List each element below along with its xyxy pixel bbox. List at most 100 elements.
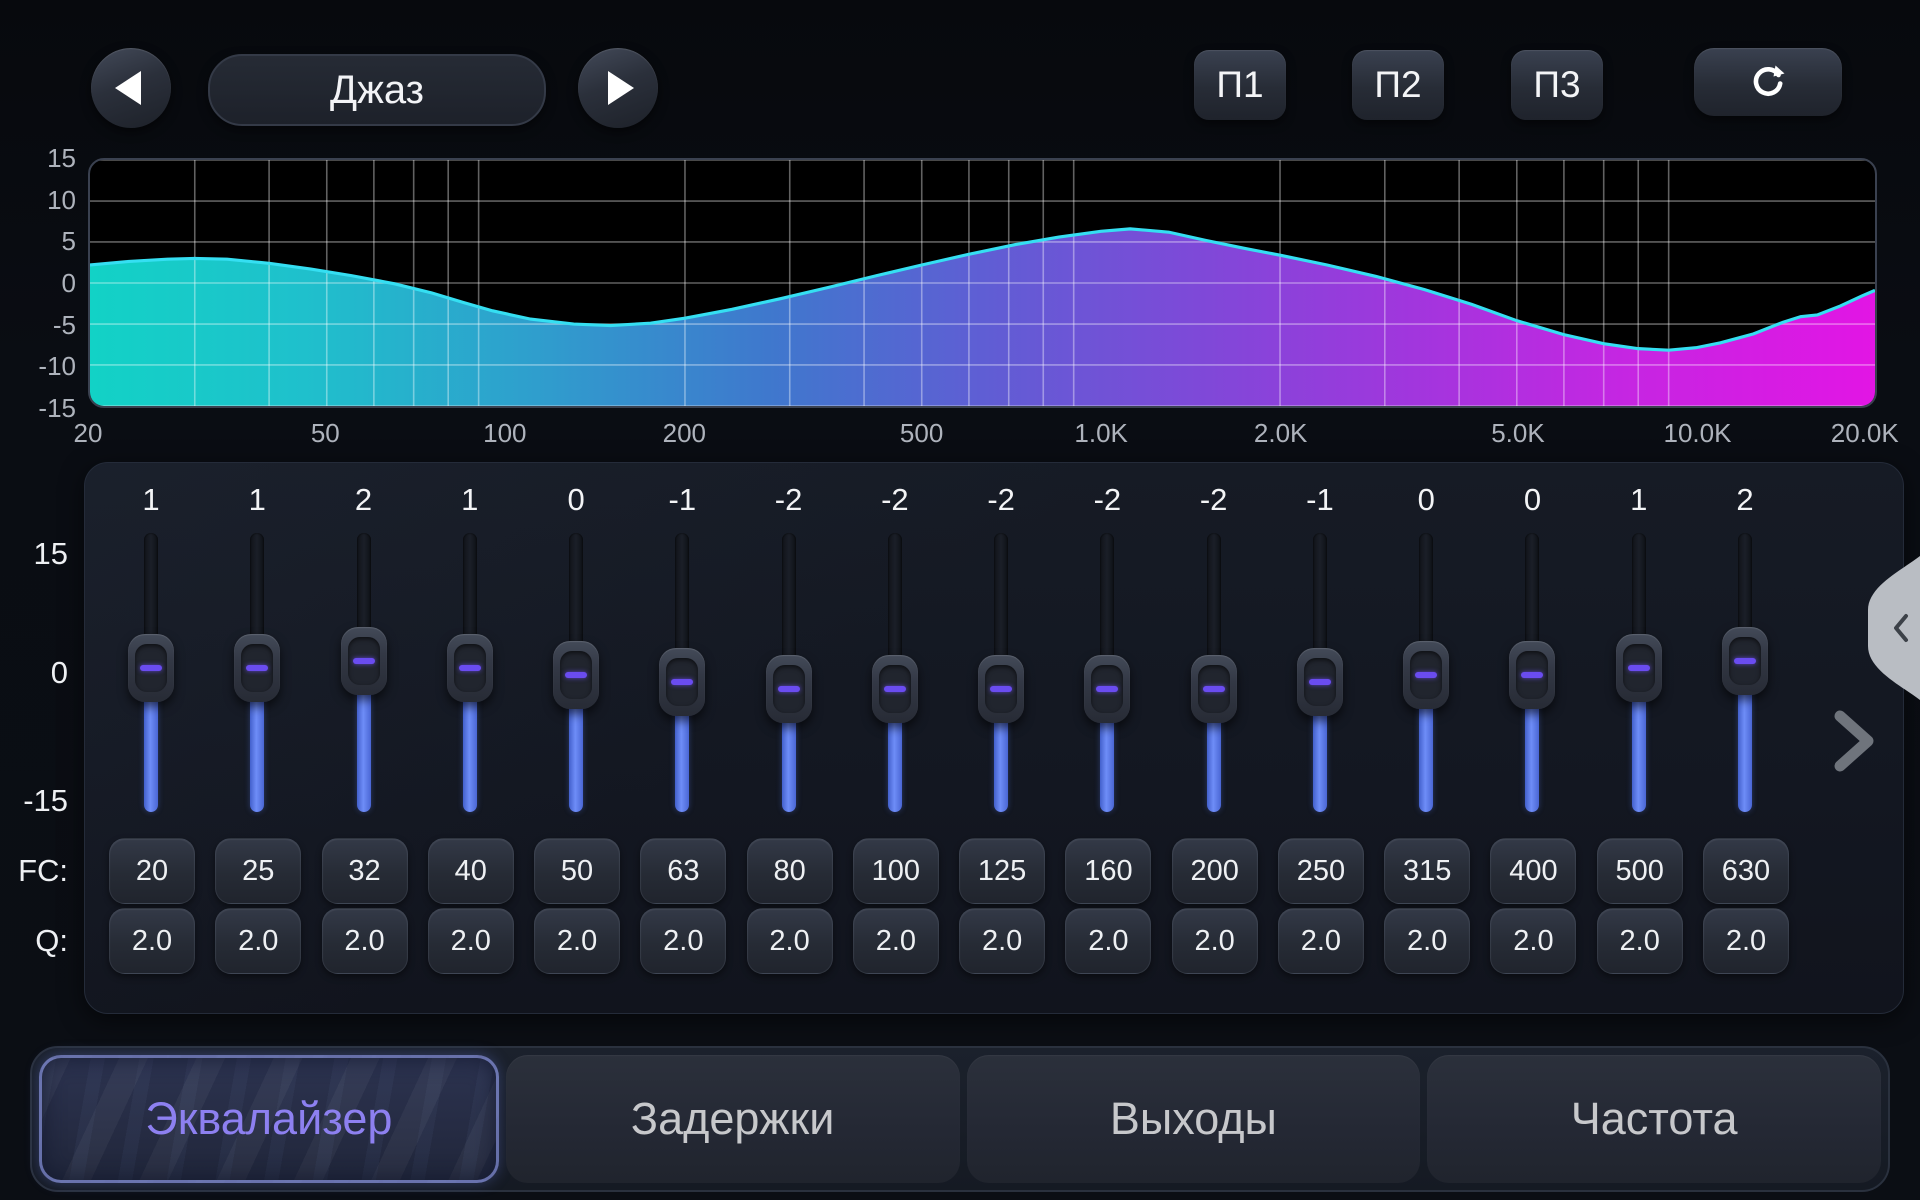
preset-prev-button[interactable]	[91, 48, 171, 128]
eq-curve	[90, 160, 1875, 406]
q-row-label: Q:	[35, 923, 68, 958]
fc-value-button[interactable]: 100	[852, 838, 939, 904]
fc-value-button[interactable]: 160	[1065, 838, 1152, 904]
tab-frequency[interactable]: Частота	[1427, 1055, 1881, 1183]
fc-value-button[interactable]: 630	[1703, 838, 1789, 904]
slider-handle[interactable]	[446, 634, 493, 702]
fc-value-button[interactable]: 50	[534, 838, 621, 904]
preset-selector[interactable]: Джаз	[208, 54, 546, 126]
band-gain-value: 1	[1630, 482, 1648, 517]
preset-slot-2-button[interactable]: П2	[1352, 50, 1444, 120]
fc-value-button[interactable]: 400	[1490, 838, 1577, 904]
preset-slot-3-button[interactable]: П3	[1511, 50, 1603, 120]
q-value-button[interactable]: 2.0	[1277, 908, 1364, 974]
band-gain-value: -2	[881, 482, 909, 517]
slider-fill	[1419, 699, 1434, 812]
slider-handle[interactable]	[1190, 655, 1237, 723]
slider-handle[interactable]	[1722, 627, 1768, 695]
q-value-button[interactable]: 2.0	[1171, 908, 1258, 974]
q-value-button[interactable]: 2.0	[321, 908, 408, 974]
slider-handle-dash-icon	[458, 665, 481, 671]
q-value-button[interactable]: 2.0	[852, 908, 939, 974]
preset-slot-1-button[interactable]: П1	[1194, 50, 1286, 120]
slider-handle[interactable]	[765, 655, 812, 723]
q-value-button[interactable]: 2.0	[534, 908, 621, 974]
slider-handle[interactable]	[234, 634, 281, 702]
tab-label: Эквалайзер	[145, 1093, 393, 1144]
slider-handle-inner	[453, 644, 486, 692]
slider-handle[interactable]	[1509, 641, 1556, 709]
tab-outputs[interactable]: Выходы	[966, 1055, 1421, 1183]
slider-handle-inner	[878, 665, 911, 713]
eq-curve-line	[90, 227, 1875, 352]
fc-value-button[interactable]: 25	[215, 838, 302, 904]
left-arrow-icon	[115, 71, 141, 105]
x-tick-label: 20.0K	[1830, 418, 1899, 448]
slider-fill	[781, 713, 796, 812]
fc-value-button[interactable]: 250	[1277, 838, 1364, 904]
x-tick-label: 50	[310, 418, 340, 448]
q-value-button[interactable]: 2.0	[959, 908, 1046, 974]
y-tick-label: -5	[52, 309, 76, 340]
preset-slot-2-label: П2	[1374, 64, 1422, 105]
y-tick-label: 10	[47, 184, 76, 215]
y-tick-label: -10	[38, 351, 76, 382]
fc-value-button[interactable]: 80	[746, 838, 833, 904]
band-gain-value: -2	[1093, 482, 1122, 517]
tab-delays[interactable]: Задержки	[505, 1055, 960, 1183]
q-value-button[interactable]: 2.0	[427, 908, 514, 974]
next-bands-button[interactable]	[1826, 704, 1880, 778]
tab-equalizer[interactable]: Эквалайзер	[39, 1055, 499, 1183]
slider-handle-inner	[347, 637, 380, 685]
slider-handle[interactable]	[1084, 655, 1131, 723]
q-value-button[interactable]: 2.0	[1065, 908, 1152, 974]
slider-fill	[994, 713, 1009, 812]
q-value-button[interactable]: 2.0	[746, 908, 833, 974]
fc-value-button[interactable]: 20	[109, 838, 195, 904]
fc-value-button[interactable]: 315	[1384, 838, 1471, 904]
q-value-button[interactable]: 2.0	[1596, 908, 1683, 974]
fc-value-button[interactable]: 40	[427, 838, 514, 904]
preset-next-button[interactable]	[578, 48, 658, 128]
slider-handle[interactable]	[978, 655, 1025, 723]
side-drawer-handle[interactable]	[1860, 556, 1920, 700]
slider-handle[interactable]	[1615, 634, 1662, 702]
fc-value-button[interactable]: 125	[959, 838, 1046, 904]
slider-handle[interactable]	[1403, 641, 1450, 709]
slider-handle-inner	[666, 658, 699, 706]
slider-handle-inner	[772, 665, 805, 713]
slider-handle[interactable]	[340, 627, 387, 695]
slider-fill	[1312, 706, 1327, 812]
slider-handle[interactable]	[128, 634, 174, 702]
q-value-button[interactable]: 2.0	[1703, 908, 1789, 974]
fc-value-button[interactable]: 32	[321, 838, 408, 904]
q-value-button[interactable]: 2.0	[109, 908, 195, 974]
band-gain-value: -1	[668, 482, 697, 517]
tab-label: Выходы	[1109, 1093, 1277, 1144]
slider-scale-max: 15	[33, 536, 68, 571]
slider-handle-dash-icon	[1627, 665, 1650, 671]
fc-value-button[interactable]: 500	[1596, 838, 1683, 904]
q-value-button[interactable]: 2.0	[640, 908, 727, 974]
y-tick-label: 0	[61, 268, 76, 298]
band-gain-value: 0	[567, 482, 585, 517]
q-value-button[interactable]: 2.0	[1384, 908, 1471, 974]
preset-slot-1-label: П1	[1216, 64, 1264, 105]
slider-handle[interactable]	[553, 641, 600, 709]
slider-handle[interactable]	[871, 655, 918, 723]
slider-handle[interactable]	[659, 648, 706, 716]
tab-label: Частота	[1570, 1093, 1738, 1144]
q-value-button[interactable]: 2.0	[215, 908, 302, 974]
fc-value-button[interactable]: 200	[1171, 838, 1258, 904]
slider-fill	[1100, 713, 1115, 812]
preset-slot-3-label: П3	[1533, 64, 1581, 105]
eq-frequency-response-chart	[88, 158, 1877, 408]
slider-fill	[144, 692, 158, 812]
slider-handle-inner	[1091, 665, 1124, 713]
slider-fill	[1525, 699, 1540, 812]
slider-handle[interactable]	[1296, 648, 1343, 716]
slider-handle-dash-icon	[246, 665, 269, 671]
q-value-button[interactable]: 2.0	[1490, 908, 1577, 974]
reset-button[interactable]	[1694, 48, 1842, 116]
fc-value-button[interactable]: 63	[640, 838, 727, 904]
